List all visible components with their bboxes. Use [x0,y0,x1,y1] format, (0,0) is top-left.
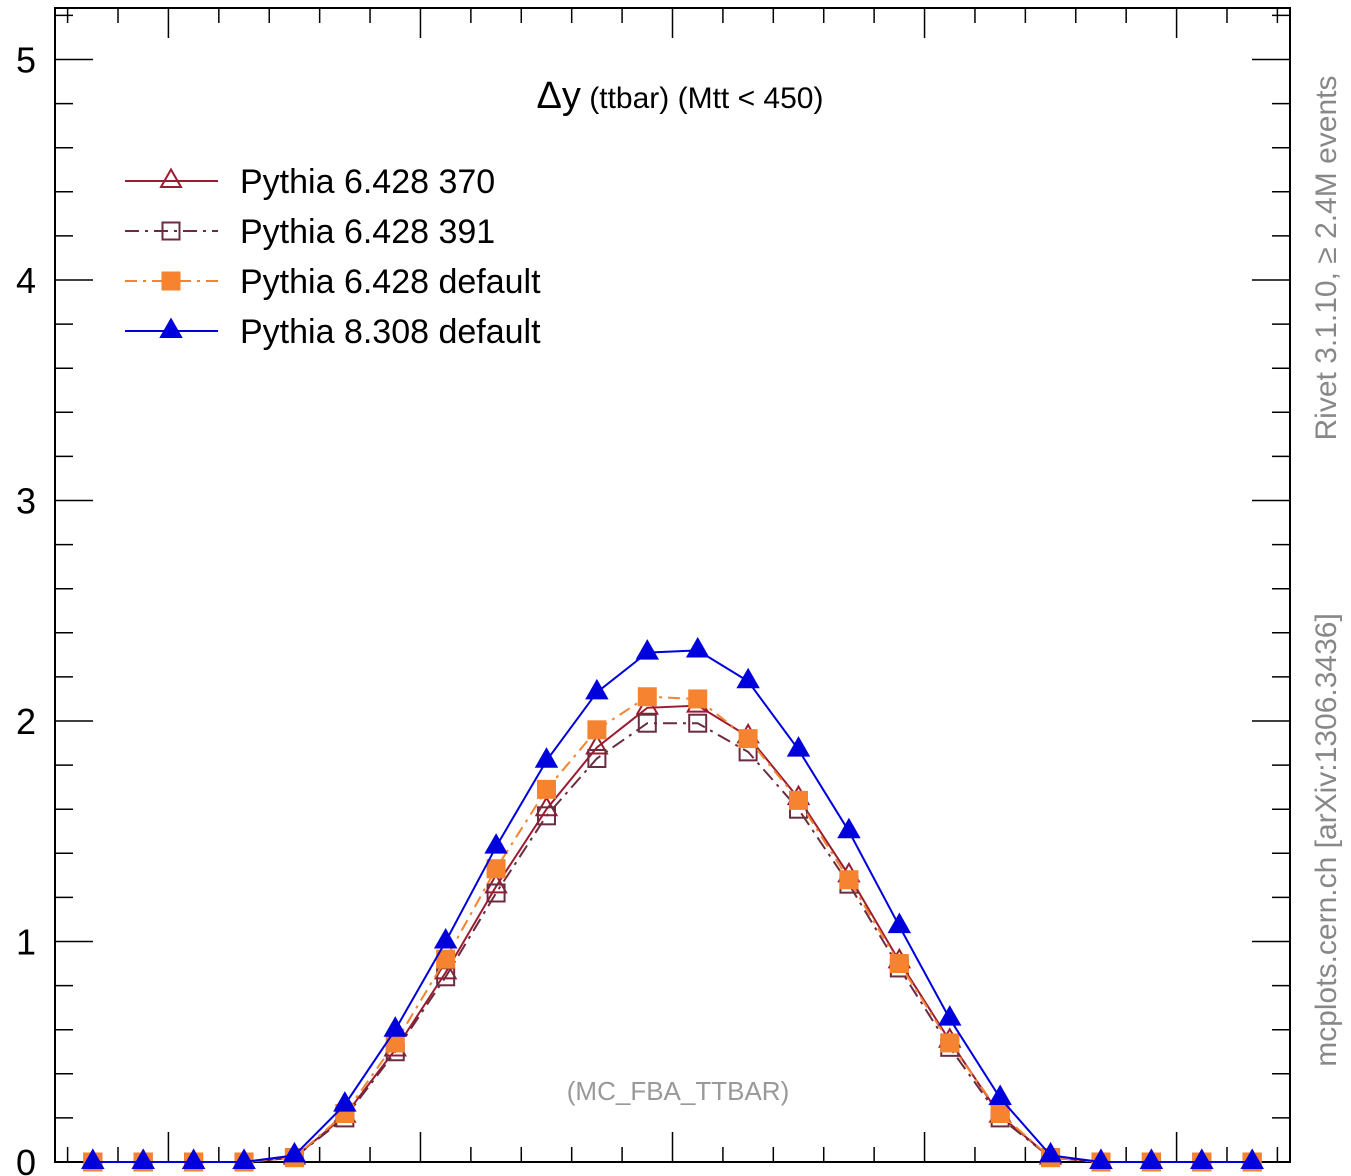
y-tick-label: 1 [16,922,36,963]
data-point [383,1016,407,1037]
data-point [536,779,556,799]
data-point [1089,1148,1113,1169]
data-point [736,667,760,689]
data-point [1190,1148,1214,1169]
legend-item: Pythia 6.428 default [125,263,541,301]
y-tick-label: 0 [16,1142,36,1176]
data-point [688,689,708,709]
legend-item: Pythia 6.428 370 [125,163,495,201]
legend-label: Pythia 6.428 391 [240,213,495,251]
y-tick-labels: 0 1 2 3 4 5 [16,40,36,1176]
data-point [433,927,458,949]
title-rest: (ttbar) (Mtt < 450) [581,82,824,115]
title-symbol: Δy [537,75,581,117]
y-tick-label: 5 [16,40,36,81]
data-point [585,733,609,755]
data-point [1139,1148,1164,1169]
legend-item: Pythia 6.428 391 [125,213,495,251]
legend: Pythia 6.428 370 Pythia 6.428 391 Pythia 6… [125,163,541,351]
legend-marker [161,271,181,291]
data-point [536,806,556,826]
data-point [938,1005,962,1026]
legend-marker [159,317,183,338]
data-point [131,1148,155,1169]
data-point [839,870,859,890]
data-point [1240,1148,1264,1169]
chart-title: Δy (ttbar) (Mtt < 450) [537,75,824,117]
legend-marker [161,221,181,241]
y-tick-label: 3 [16,481,36,522]
data-point [1038,1141,1063,1163]
data-point [685,636,710,658]
data-point [232,1148,256,1169]
data-point [486,883,506,903]
data-point [436,949,456,969]
data-point [688,713,708,733]
axis-ticks [55,8,1290,1163]
data-point [789,790,809,810]
rivet-label: Rivet 3.1.10, ≥ 2.4M events [1310,76,1343,441]
data-point [282,1141,307,1163]
data-point [637,687,657,707]
legend-label: Pythia 6.428 default [240,263,541,301]
data-point [990,1103,1010,1123]
data-point [587,748,607,768]
data-point [786,736,811,757]
data-point [887,912,912,934]
legend-label: Pythia 6.428 370 [240,163,495,201]
data-point [585,678,609,700]
series-layer [81,636,1264,1172]
data-point [637,713,657,733]
data-point [988,1084,1012,1106]
series-4 [81,636,1264,1169]
legend-item: Pythia 8.308 default [125,313,541,351]
analysis-annotation: (MC_FBA_TTBAR) [567,1076,789,1106]
legend-marker [159,167,183,188]
y-tick-label: 4 [16,260,36,301]
series-line [92,649,1253,1163]
data-point [889,954,909,974]
data-point [587,720,607,740]
mcplots-label: mcplots.cern.ch [arXiv:1306.3436] [1310,613,1343,1067]
data-point [181,1148,206,1169]
data-point [81,1148,105,1169]
data-point [738,729,758,749]
y-tick-label: 2 [16,701,36,742]
data-point [333,1091,357,1112]
data-point [635,639,660,660]
data-point [534,747,559,768]
data-point [484,833,508,854]
data-point [486,859,506,879]
data-point [837,817,861,839]
data-point [940,1033,960,1053]
legend-label: Pythia 8.308 default [240,313,541,351]
